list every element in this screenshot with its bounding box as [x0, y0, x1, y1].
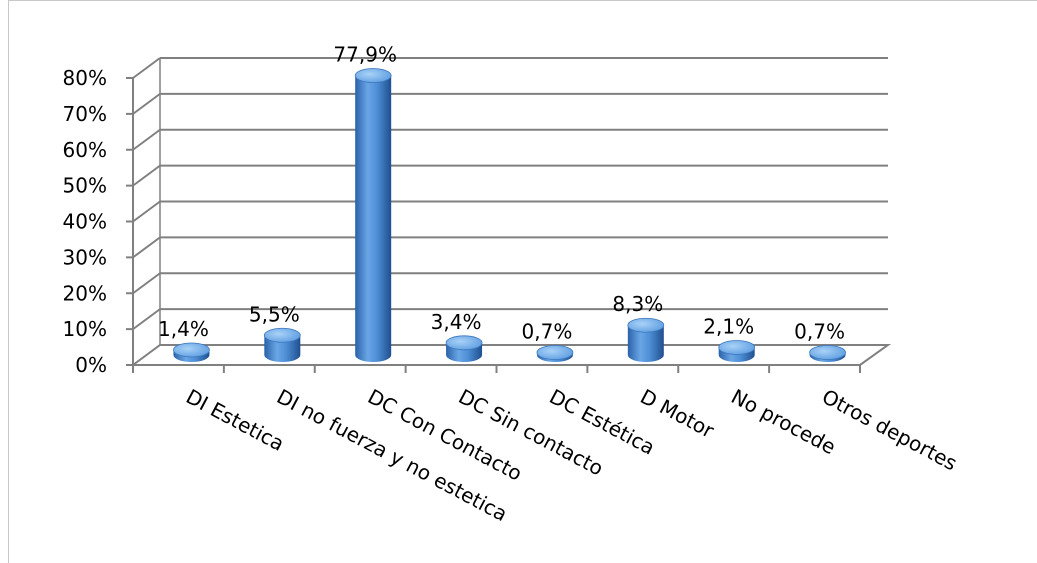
bar-top: [354, 68, 392, 83]
data-label: 8,3%: [612, 292, 663, 316]
y-tick-label: 40%: [63, 210, 107, 234]
bar-top: [263, 327, 301, 343]
gridline-side: [132, 308, 161, 330]
gridline-side: [132, 236, 161, 259]
bar: [173, 342, 210, 362]
bar: [809, 345, 846, 362]
y-tick-label: 10%: [63, 317, 107, 341]
data-label: 0,7%: [794, 319, 845, 343]
category-label: DI Estetica: [182, 384, 288, 456]
y-tick-label: 80%: [63, 66, 107, 90]
gridline-side: [132, 57, 161, 79]
bar-body: [355, 75, 392, 362]
y-tick-label: 70%: [63, 102, 107, 126]
bar: [445, 335, 483, 362]
labels-layer: 0% 10% 20% 30% 40% 50% 60% 70% 80% 1,4% DI Estetic…: [63, 43, 962, 527]
bar-top: [173, 342, 210, 358]
data-label: 1,4%: [158, 317, 209, 341]
data-label: 0,7%: [522, 319, 573, 343]
gridline-side: [132, 128, 161, 151]
bar: [536, 345, 574, 362]
bar: [718, 340, 756, 362]
gridline-side: [132, 200, 161, 223]
bars-layer: [173, 68, 846, 362]
y-tick-label: 20%: [63, 281, 107, 305]
bar-top: [627, 317, 665, 333]
gridline-side: [132, 164, 161, 187]
y-tick-label: 30%: [63, 245, 107, 269]
y-tick-label: 0%: [75, 353, 107, 377]
chart-floor: [129, 344, 892, 366]
bar-body: [627, 325, 664, 362]
gridline-side: [132, 93, 161, 115]
axis-layer: [126, 58, 892, 373]
data-label: 2,1%: [703, 314, 754, 338]
data-label: 3,4%: [431, 310, 482, 334]
bar-top: [536, 345, 574, 360]
y-tick-label: 50%: [63, 174, 107, 198]
data-label: 77,9%: [333, 43, 397, 67]
bar-body: [264, 335, 301, 362]
bar: [263, 327, 301, 362]
gridline-side: [132, 272, 161, 295]
data-label: 5,5%: [249, 302, 300, 326]
y-tick-label: 60%: [63, 138, 107, 162]
bar: [627, 317, 665, 362]
bar: [354, 68, 392, 362]
bar-top: [445, 335, 483, 351]
category-label: Otros deportes: [818, 384, 961, 475]
bar-top: [718, 340, 756, 355]
bar-top: [809, 345, 846, 360]
grid-layer: [132, 57, 888, 330]
